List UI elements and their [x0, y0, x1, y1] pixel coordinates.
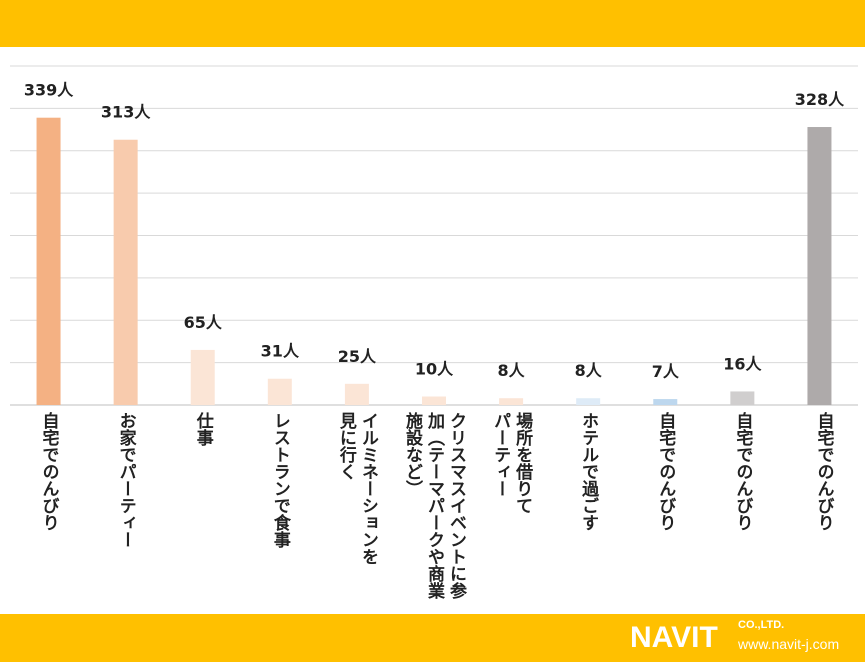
category-label: イルミネーションを 見に行く: [335, 412, 378, 565]
bar: [576, 398, 601, 405]
category-label: クリスマスイベントに参 加（テーマパークや商業 施設など）: [402, 412, 466, 599]
category-label: 自宅でのんびり: [813, 412, 834, 531]
data-label: 7人: [652, 362, 680, 381]
category-label: お家でパーティー: [115, 412, 136, 548]
bar: [344, 383, 369, 405]
category-label: 自宅でのんびり: [732, 412, 753, 531]
logo-url: www.navit-j.com: [738, 636, 840, 652]
bar: [499, 398, 524, 405]
bottom-banner: [0, 614, 865, 662]
bar: [267, 378, 292, 405]
data-label: 25人: [338, 347, 377, 366]
category-label: 仕事: [192, 412, 213, 446]
data-label: 65人: [184, 313, 223, 332]
bar: [653, 399, 678, 405]
logo-text: NAVIT: [630, 621, 718, 654]
top-banner: [0, 0, 865, 47]
bar: [730, 391, 755, 405]
data-label: 313人: [101, 103, 151, 122]
category-label: 自宅でのんびり: [655, 412, 676, 531]
category-label: 自宅でのんびり: [38, 412, 59, 531]
bar: [422, 396, 446, 405]
data-label: 31人: [261, 342, 300, 361]
data-label: 8人: [575, 361, 603, 380]
data-label: 328人: [795, 90, 845, 109]
logo-company: CO.,LTD.: [738, 619, 785, 631]
data-label: 8人: [498, 361, 526, 380]
category-label: レストランで食事: [269, 412, 290, 548]
bar: [36, 117, 61, 405]
bar: [190, 349, 215, 405]
data-label: 339人: [24, 81, 74, 100]
category-label: 場所を借りて パーティー: [490, 412, 533, 514]
bar: [113, 139, 138, 406]
data-label: 10人: [415, 360, 454, 379]
bar: [807, 127, 832, 406]
navit-logo: NAVIT CO.,LTD. www.navit-j.com: [630, 617, 860, 659]
data-label: 16人: [723, 354, 762, 373]
category-label: ホテルで過ごす: [578, 412, 599, 531]
